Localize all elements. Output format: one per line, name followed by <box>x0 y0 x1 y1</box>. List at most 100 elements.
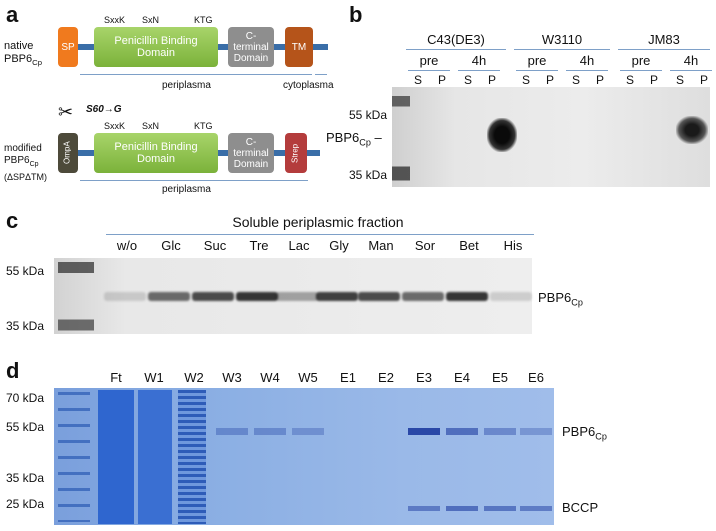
motif-ktg-mod: KTG <box>194 121 213 131</box>
band-c <box>358 292 400 301</box>
ladder-c <box>58 262 94 332</box>
scissors-icon: ✂ <box>58 102 74 122</box>
motif-sxxk-mod: SxxK <box>104 121 126 131</box>
motif-sxn-mod: SxN <box>142 121 160 131</box>
band-d-pbp6 <box>254 428 286 435</box>
time-label: pre <box>419 53 439 68</box>
lane-label-c: Bet <box>459 238 479 253</box>
fraction-label: P <box>595 73 604 87</box>
mw-d-70: 70 kDa <box>6 391 45 405</box>
lane-label-c: Man <box>368 238 394 253</box>
time-label: 4h <box>683 53 699 68</box>
band-d-pbp6 <box>292 428 324 435</box>
panel-label-b: b <box>349 2 363 27</box>
lane-d-w1 <box>138 390 172 524</box>
lane-d-w2 <box>178 390 206 524</box>
mw-c-55: 55 kDa <box>6 264 45 278</box>
native-label: native PBP6Cp <box>4 40 42 68</box>
native-cterm-domain: C-terminal Domain <box>228 27 274 67</box>
band-label-c: PBP6Cp <box>538 290 583 308</box>
lane-label-d: W5 <box>298 370 318 385</box>
mw-d-35: 35 kDa <box>6 471 45 485</box>
band-b-jm83-4h-p <box>676 116 708 144</box>
ladder-b <box>392 96 410 184</box>
band-d-pbp6 <box>408 428 440 435</box>
native-cytoplasma-line <box>315 74 327 75</box>
band-label-b: PBP6Cp – <box>326 130 382 148</box>
fraction-label: S <box>571 73 580 87</box>
strain-line-w3110 <box>514 49 610 50</box>
time-label: pre <box>631 53 651 68</box>
mw-c-35: 35 kDa <box>6 319 45 333</box>
modified-label: modified PBP6Cp (ΔSPΔTM) <box>4 143 48 182</box>
band-d-bccp <box>520 506 552 511</box>
native-periplasma-label: periplasma <box>162 80 211 91</box>
native-tm-domain: TM <box>285 27 313 67</box>
blot-b <box>392 87 710 187</box>
strain-line-c43 <box>406 49 506 50</box>
native-sp-domain: SP <box>58 27 78 67</box>
band-c <box>148 292 190 301</box>
motif-sxn: SxN <box>142 15 160 25</box>
native-pbd-domain: Penicillin Binding Domain <box>94 27 218 67</box>
native-periplasma-line <box>80 74 312 75</box>
band-c <box>490 292 532 301</box>
band-d-bccp <box>446 506 478 511</box>
fraction-label: P <box>487 73 496 87</box>
band-c <box>402 292 444 301</box>
lane-label-c: Tre <box>249 238 269 253</box>
lane-label-c: Sor <box>414 238 436 253</box>
band-c <box>104 292 146 301</box>
time-label: 4h <box>579 53 595 68</box>
band-d-pbp6 <box>446 428 478 435</box>
motif-ktg: KTG <box>194 15 213 25</box>
time-line <box>458 70 500 71</box>
lane-label-c: His <box>503 238 523 253</box>
panel-c-title-line <box>106 234 534 235</box>
native-cytoplasma-label: cytoplasma <box>283 80 334 91</box>
fraction-label: P <box>699 73 708 87</box>
time-label: pre <box>527 53 547 68</box>
lane-label-d: E1 <box>340 370 356 385</box>
band-d-pbp6 <box>484 428 516 435</box>
lane-label-d: Ft <box>110 370 122 385</box>
lane-label-d: E3 <box>416 370 432 385</box>
lane-label-d: W1 <box>144 370 164 385</box>
mw-d-25: 25 kDa <box>6 497 45 511</box>
strain-w3110: W3110 <box>541 32 583 47</box>
mw-b-55: 55 kDa <box>349 108 388 122</box>
time-line <box>516 70 558 71</box>
band-c <box>236 292 278 301</box>
ladder-d <box>58 392 90 522</box>
band-label-d: PBP6Cp <box>562 424 607 442</box>
band-c <box>276 292 318 301</box>
fraction-label: S <box>521 73 530 87</box>
modified-periplasma-label: periplasma <box>162 184 211 195</box>
strep-domain: Strep <box>285 133 307 173</box>
ompa-domain: OmpA <box>58 133 78 173</box>
fraction-label: S <box>463 73 472 87</box>
mw-b-35: 35 kDa <box>349 168 388 182</box>
mutation-label: S60→G <box>86 104 122 115</box>
panel-label-c: c <box>6 208 19 233</box>
band-c <box>192 292 234 301</box>
panel-label-d: d <box>6 358 20 383</box>
lane-label-d: E2 <box>378 370 394 385</box>
fraction-label: S <box>625 73 634 87</box>
band-d-bccp <box>484 506 516 511</box>
gel-d <box>54 388 554 525</box>
strain-jm83: JM83 <box>648 32 680 47</box>
band-c <box>446 292 488 301</box>
panel-label-a: a <box>6 2 19 27</box>
time-line <box>670 70 712 71</box>
band-c <box>316 292 358 301</box>
lane-label-d: W2 <box>184 370 204 385</box>
time-label: 4h <box>471 53 487 68</box>
lane-label-d: E4 <box>454 370 470 385</box>
fraction-label: P <box>649 73 658 87</box>
modified-pbd-domain: Penicillin Binding Domain <box>94 133 218 173</box>
time-line <box>408 70 450 71</box>
lane-label-d: E6 <box>528 370 544 385</box>
fraction-label: S <box>413 73 422 87</box>
band-d-bccp <box>408 506 440 511</box>
